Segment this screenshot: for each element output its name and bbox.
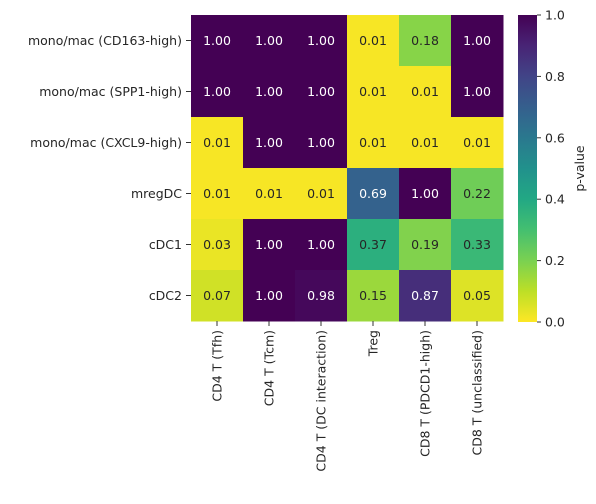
colorbar-tick-label: 0.6 [545,130,565,145]
cell-value-label: 0.98 [307,288,335,303]
heatmap-cell [399,66,452,118]
cell-value-label: 0.01 [359,135,387,150]
cell-value-label: 0.07 [203,288,231,303]
heatmap-cell [295,270,348,322]
heatmap-cell [191,219,244,271]
heatmap-cell [451,168,504,220]
heatmap-cell [243,219,296,271]
y-tick-label: mono/mac (CD163-high) [28,33,182,48]
cell-value-label: 1.00 [255,84,283,99]
heatmap-cell [399,270,452,322]
y-tick-label: mono/mac (CXCL9-high) [30,135,182,150]
colorbar-tick-label: 0.4 [545,192,565,207]
cell-value-label: 0.33 [463,237,491,252]
colorbar-tick-label: 0.8 [545,69,565,84]
y-tick-label: cDC1 [149,237,182,252]
cell-value-label: 0.37 [359,237,387,252]
cell-value-label: 0.01 [411,135,439,150]
heatmap-cell [295,15,348,67]
cell-value-label: 0.18 [411,33,439,48]
heatmap-cell [399,117,452,169]
colorbar-label: p-value [572,145,587,192]
colorbar [518,15,537,322]
heatmap-cell [399,168,452,220]
heatmap-cell [451,219,504,271]
heatmap-cell [243,117,296,169]
cell-value-label: 0.03 [203,237,231,252]
heatmap-cell [451,117,504,169]
colorbar-tick-label: 1.0 [545,8,565,23]
y-tick-label: mono/mac (SPP1-high) [39,84,182,99]
cell-value-label: 1.00 [203,84,231,99]
colorbar-tick-label: 0.0 [545,315,565,330]
cell-value-label: 1.00 [255,33,283,48]
cell-value-label: 1.00 [307,33,335,48]
heatmap-cell [451,15,504,67]
cell-value-label: 0.01 [359,84,387,99]
cell-value-label: 1.00 [307,84,335,99]
heatmap-cell [243,66,296,118]
heatmap-cell [399,219,452,271]
heatmap-cell [191,270,244,322]
y-tick-label: mregDC [131,186,182,201]
cell-value-label: 0.01 [255,186,283,201]
heatmap-cell [191,66,244,118]
cell-value-label: 1.00 [307,237,335,252]
y-tick-label: cDC2 [149,288,182,303]
heatmap-cell [347,117,400,169]
heatmap-cell [191,117,244,169]
cell-value-label: 0.87 [411,288,439,303]
heatmap-cell [295,219,348,271]
cell-value-label: 1.00 [255,135,283,150]
cell-value-label: 0.01 [203,135,231,150]
cell-value-label: 0.01 [307,186,335,201]
heatmap-cell [191,15,244,67]
heatmap-cell [347,15,400,67]
heatmap-cell [347,270,400,322]
cell-value-label: 1.00 [411,186,439,201]
x-tick-label: CD4 T (Tcm) [262,330,277,406]
cell-value-label: 1.00 [255,288,283,303]
cell-value-label: 1.00 [463,84,491,99]
x-tick-label: Treg [366,330,381,357]
heatmap-cell [191,168,244,220]
cell-value-label: 0.01 [203,186,231,201]
heatmap-cell [243,270,296,322]
heatmap-cell [243,168,296,220]
cell-value-label: 0.05 [463,288,491,303]
cell-value-label: 0.01 [411,84,439,99]
heatmap-cell [295,168,348,220]
heatmap-cell [451,270,504,322]
colorbar-tick-label: 0.2 [545,253,565,268]
cell-value-label: 0.22 [463,186,491,201]
heatmap-cell [347,66,400,118]
x-tick-label: CD8 T (unclassified) [470,330,485,456]
cell-value-label: 1.00 [307,135,335,150]
cell-value-label: 1.00 [463,33,491,48]
cell-value-label: 0.15 [359,288,387,303]
x-tick-label: CD8 T (PDCD1-high) [418,330,433,457]
heatmap-cell [399,15,452,67]
x-tick-label: CD4 T (Tfh) [210,330,225,402]
cell-value-label: 1.00 [255,237,283,252]
heatmap-cell [295,66,348,118]
cell-value-label: 0.19 [411,237,439,252]
cell-value-label: 0.01 [359,33,387,48]
x-tick-label: CD4 T (DC interaction) [314,330,329,472]
heatmap-cell [243,15,296,67]
cell-value-label: 1.00 [203,33,231,48]
cell-value-label: 0.69 [359,186,387,201]
heatmap-cell [295,117,348,169]
heatmap-cell [451,66,504,118]
heatmap-cell [347,168,400,220]
heatmap-cell [347,219,400,271]
cell-value-label: 0.01 [463,135,491,150]
